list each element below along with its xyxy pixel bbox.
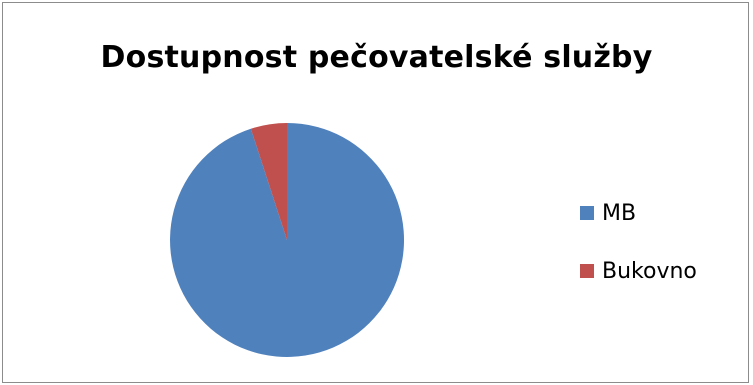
pie-slice-bukovno (250, 123, 287, 240)
legend-label-mb: MB (602, 200, 637, 226)
legend-item-mb: MB (580, 198, 697, 228)
legend-swatch-mb (580, 206, 594, 220)
legend-item-bukovno: Bukovno (580, 256, 697, 286)
legend-swatch-bukovno (580, 264, 594, 278)
pie-slice-mb (170, 123, 405, 357)
legend: MB Bukovno (580, 198, 697, 314)
legend-label-bukovno: Bukovno (602, 258, 697, 284)
chart-title: Dostupnost pečovatelské služby (100, 40, 653, 75)
